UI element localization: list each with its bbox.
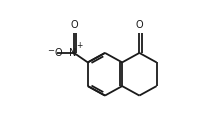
- Text: O: O: [136, 20, 143, 30]
- Text: O: O: [54, 48, 62, 58]
- Text: O: O: [70, 20, 78, 30]
- Text: +: +: [76, 41, 83, 50]
- Text: N: N: [69, 48, 77, 58]
- Text: −: −: [47, 46, 54, 55]
